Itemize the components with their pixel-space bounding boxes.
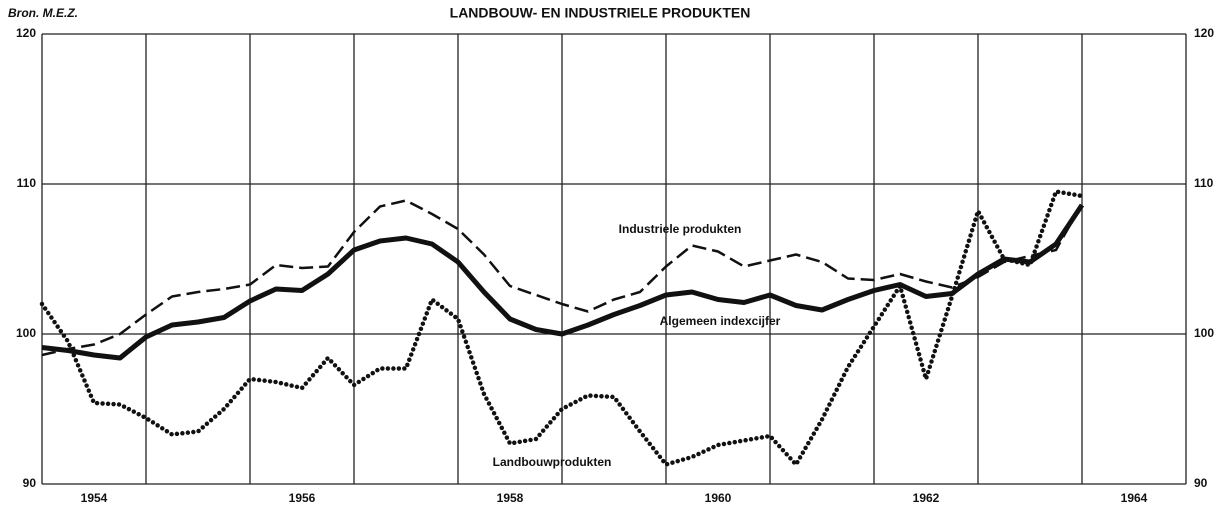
y-tick-label: 100 xyxy=(16,326,36,340)
series-label: Algemeen indexcijfer xyxy=(660,314,781,328)
y2-tick-label: 110 xyxy=(1194,176,1214,190)
series-label: Industriele produkten xyxy=(619,222,742,236)
series-line xyxy=(41,203,1085,361)
source: Bron. M.E.Z. xyxy=(8,6,78,20)
x-tick-label: 1960 xyxy=(705,491,732,505)
chart-title: LANDBOUW- EN INDUSTRIELE PRODUKTEN xyxy=(450,5,751,21)
y2-tick-label: 90 xyxy=(1194,476,1208,490)
x-tick-label: 1964 xyxy=(1121,491,1148,505)
y-tick-label: 120 xyxy=(16,26,36,40)
x-tick-label: 1956 xyxy=(289,491,316,505)
y-tick-label: 90 xyxy=(23,476,37,490)
y-tick-label: 110 xyxy=(17,176,37,190)
series-label: Landbouwprodukten xyxy=(493,455,612,469)
x-tick-label: 1962 xyxy=(913,491,940,505)
x-tick-label: 1958 xyxy=(497,491,524,505)
series-line xyxy=(39,189,1085,467)
x-tick-label: 1954 xyxy=(81,491,108,505)
y2-tick-label: 100 xyxy=(1194,326,1214,340)
y2-tick-label: 120 xyxy=(1194,26,1214,40)
series-line xyxy=(41,199,1084,357)
